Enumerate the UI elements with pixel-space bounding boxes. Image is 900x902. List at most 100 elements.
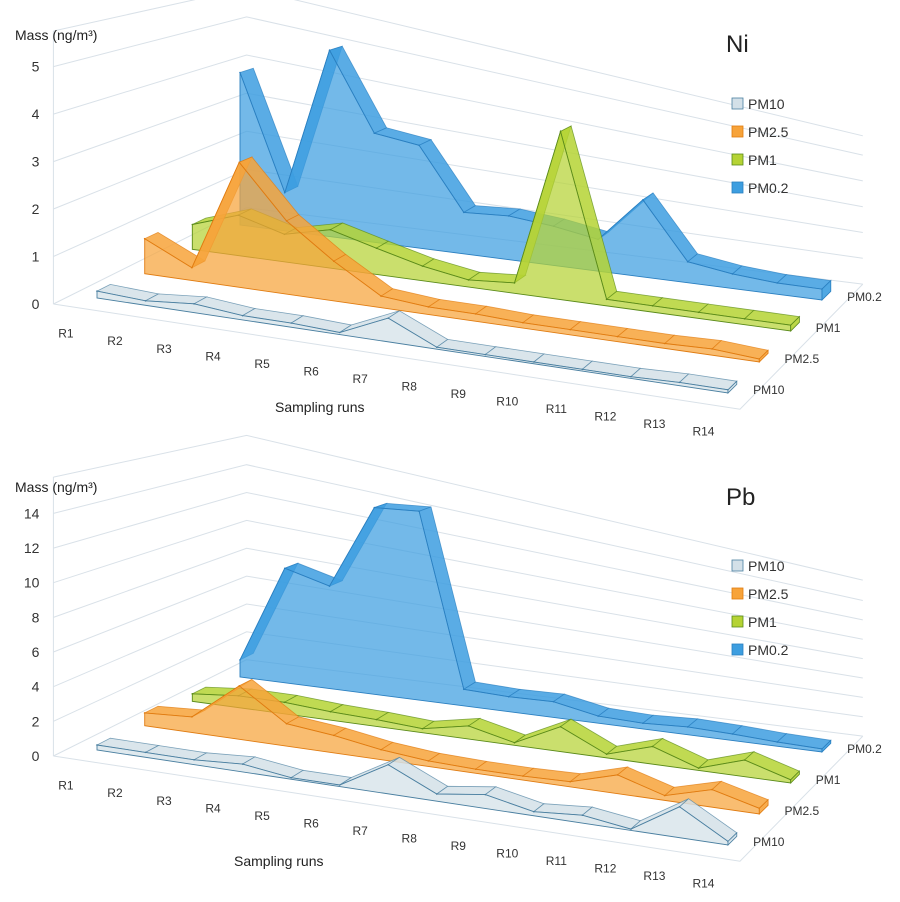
x-axis-title: Sampling runs	[234, 853, 324, 869]
series-pm0-2	[239, 502, 832, 753]
data-point	[513, 282, 516, 284]
data-point	[193, 758, 195, 761]
y-tick-label: 0	[32, 296, 40, 312]
data-point	[290, 776, 292, 779]
data-point	[522, 775, 524, 777]
data-point	[533, 810, 535, 813]
data-point	[285, 722, 288, 725]
legend-swatch	[731, 615, 744, 628]
series-axis-label: PM10	[753, 835, 785, 849]
series-axis-label: PM2.5	[784, 352, 819, 366]
y-tick-label: 1	[32, 249, 40, 265]
x-tick-label: R11	[546, 854, 567, 868]
x-axis-title: Sampling runs	[275, 399, 365, 415]
data-point	[332, 734, 335, 737]
data-point	[373, 506, 376, 509]
data-point	[663, 342, 666, 345]
y-tick-label: 6	[32, 644, 40, 660]
gridline	[53, 0, 863, 137]
data-point	[642, 722, 644, 724]
data-point	[290, 322, 292, 324]
series-pm10	[95, 283, 738, 394]
data-point	[474, 313, 477, 315]
gridline	[53, 519, 863, 640]
data-point	[191, 716, 193, 718]
data-point	[597, 715, 599, 717]
y-tick-label: 4	[32, 106, 40, 122]
chart-pb: 0 2 4 6 8 10 12 14 R1 R2 R3 R4 R5 R6 R7 R8 R9 R10 R11 R12 R1…	[15, 434, 882, 890]
gridline	[53, 631, 863, 722]
data-point	[329, 710, 332, 713]
series-axis-label: PM0.2	[847, 742, 882, 756]
data-point	[191, 223, 194, 226]
x-tick-label: R13	[643, 417, 665, 431]
gridline	[53, 575, 863, 679]
legend-swatch	[731, 181, 744, 194]
y-tick-label: 12	[24, 540, 40, 556]
legend-swatch	[731, 559, 744, 572]
x-tick-label: R1	[58, 779, 74, 793]
x-tick-label: R9	[451, 387, 467, 401]
x-tick-label: R2	[107, 334, 123, 348]
data-point	[193, 303, 195, 305]
data-point	[581, 368, 584, 371]
data-point	[678, 805, 681, 808]
data-point	[711, 788, 713, 791]
data-point	[418, 510, 420, 513]
data-point	[663, 794, 666, 797]
data-point	[96, 290, 98, 292]
data-point	[743, 759, 746, 761]
legend-swatch	[731, 587, 744, 600]
data-point	[143, 237, 146, 240]
legend-swatch	[731, 643, 744, 656]
legend-swatch	[731, 125, 744, 138]
x-tick-label: R11	[546, 402, 567, 416]
data-point	[616, 774, 619, 776]
legend-label: PM2.5	[748, 586, 789, 602]
x-tick-label: R10	[496, 394, 518, 408]
x-tick-label: R3	[156, 794, 172, 808]
series-axis-label: PM1	[816, 773, 841, 787]
floor-edge	[53, 283, 864, 410]
data-point	[338, 331, 341, 334]
x-tick-label: R2	[107, 786, 123, 800]
data-point	[241, 314, 244, 317]
data-point	[522, 321, 524, 324]
series-axis-label: PM2.5	[784, 804, 819, 818]
data-point	[329, 228, 332, 231]
x-tick-label: R6	[303, 364, 319, 378]
data-point	[387, 763, 390, 766]
data-point	[283, 701, 286, 704]
data-point	[338, 784, 341, 786]
data-point	[697, 767, 700, 769]
data-point	[569, 328, 572, 331]
data-point	[96, 744, 98, 746]
data-point	[559, 130, 562, 133]
data-point	[421, 727, 424, 730]
data-point	[239, 71, 241, 74]
y-axis-title: Mass (ng/m³)	[15, 479, 97, 495]
y-tick-label: 14	[24, 505, 40, 521]
series-pm1	[191, 125, 801, 332]
x-tick-label: R13	[643, 869, 665, 883]
series-end-cap	[821, 279, 832, 301]
data-point	[630, 375, 632, 378]
data-point	[552, 700, 555, 703]
data-point	[513, 741, 516, 744]
data-point	[630, 828, 632, 830]
series-end-cap	[758, 349, 769, 363]
x-tick-label: R7	[353, 824, 369, 838]
data-point	[328, 585, 331, 587]
x-tick-label: R1	[58, 327, 74, 341]
data-point	[239, 659, 241, 661]
data-point	[283, 567, 286, 570]
data-point	[484, 353, 487, 356]
legend-label: PM0.2	[748, 642, 789, 658]
x-tick-label: R14	[692, 876, 714, 890]
data-point	[332, 260, 335, 263]
data-point	[375, 718, 378, 721]
series-end-cap	[758, 798, 769, 815]
data-point	[678, 381, 681, 384]
data-point	[241, 763, 244, 765]
x-tick-label: R9	[451, 839, 467, 853]
